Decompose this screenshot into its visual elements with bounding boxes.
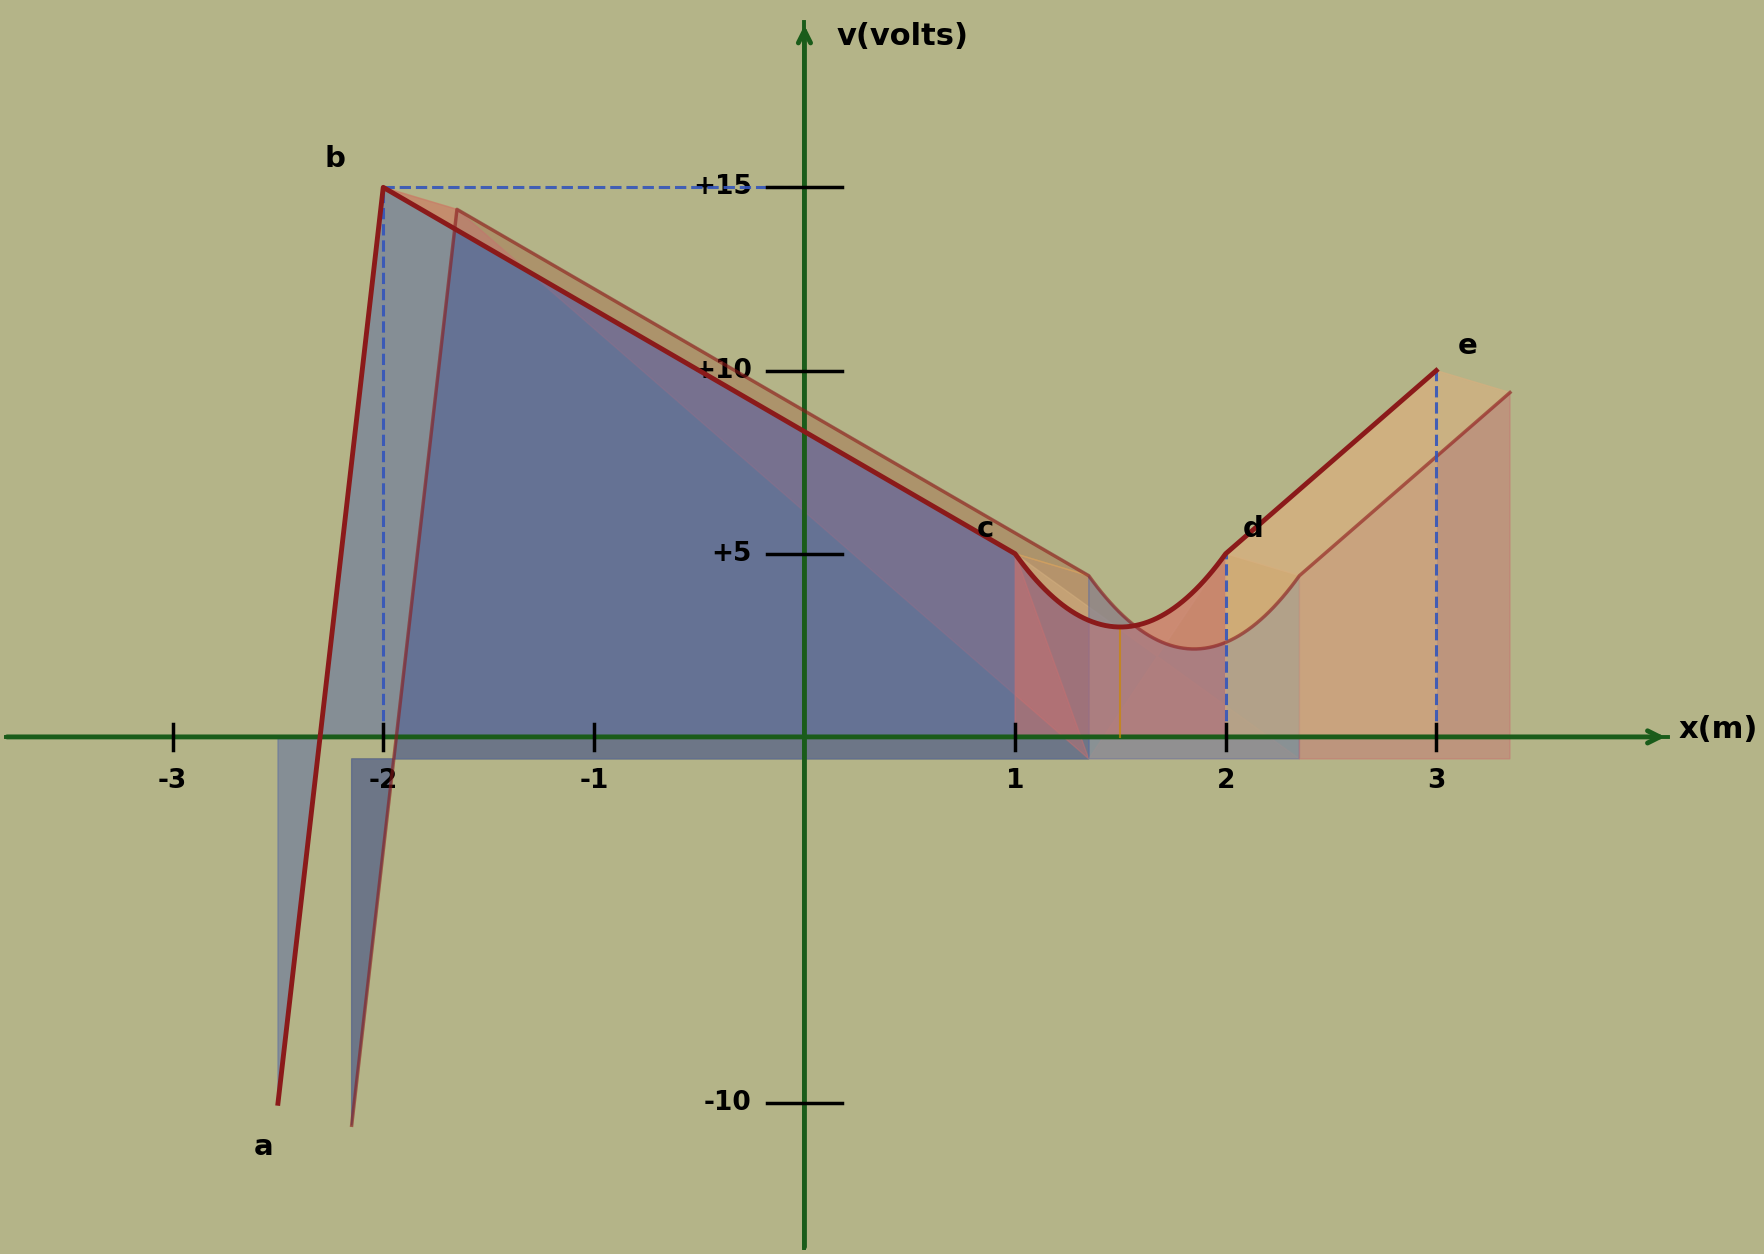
Text: -1: -1 [579, 767, 609, 794]
Polygon shape [383, 187, 1088, 576]
Text: d: d [1242, 514, 1263, 543]
Polygon shape [383, 187, 1088, 759]
Polygon shape [279, 187, 1014, 1104]
Polygon shape [1014, 554, 1300, 759]
Text: v(volts): v(volts) [836, 23, 968, 51]
Text: e: e [1457, 331, 1476, 360]
Text: 2: 2 [1217, 767, 1235, 794]
Text: c: c [977, 514, 993, 543]
Text: +5: +5 [711, 540, 751, 567]
Polygon shape [1300, 393, 1510, 759]
Polygon shape [1088, 576, 1300, 759]
Polygon shape [1226, 370, 1436, 737]
Text: +10: +10 [693, 357, 751, 384]
Polygon shape [351, 209, 1088, 1125]
Polygon shape [1014, 554, 1226, 737]
Polygon shape [351, 209, 1088, 1125]
Text: -3: -3 [159, 767, 187, 794]
Text: a: a [254, 1132, 273, 1161]
Text: -2: -2 [369, 767, 399, 794]
Text: -10: -10 [704, 1090, 751, 1116]
Text: 1: 1 [1005, 767, 1025, 794]
Text: x(m): x(m) [1679, 715, 1759, 744]
Polygon shape [1014, 554, 1300, 650]
Text: +15: +15 [693, 174, 751, 201]
Text: b: b [325, 144, 346, 173]
Polygon shape [1226, 370, 1510, 576]
Text: 3: 3 [1427, 767, 1445, 794]
